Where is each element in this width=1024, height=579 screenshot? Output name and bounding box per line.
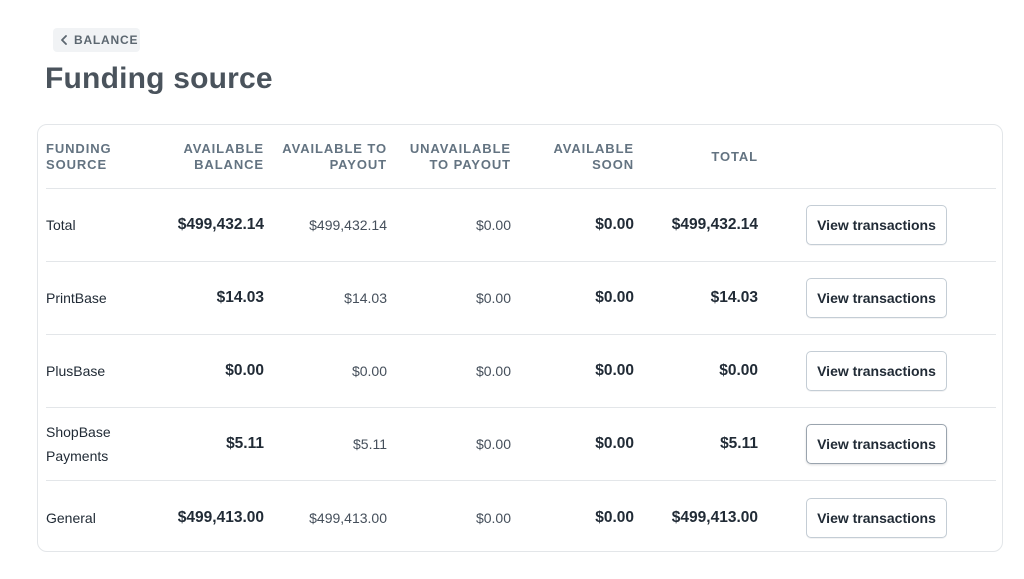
table-row: PrintBase $14.03 $14.03 $0.00 $0.00 $14.… (46, 262, 996, 335)
available-to-payout-value: $499,432.14 (309, 217, 387, 233)
total-value: $499,432.14 (671, 216, 758, 233)
row-name: ShopBase Payments (46, 424, 111, 464)
view-transactions-button[interactable]: View transactions (806, 351, 947, 391)
header-available-to-payout: AVAILABLE TO PAYOUT (282, 140, 387, 172)
total-value: $499,413.00 (671, 508, 758, 526)
table-row: Total $499,432.14 $499,432.14 $0.00 $0.0… (46, 189, 996, 262)
table-row: ShopBase Payments $5.11 $5.11 $0.00 $0.0… (46, 408, 996, 481)
available-to-payout-value: $14.03 (344, 290, 387, 306)
table-row: General $499,413.00 $499,413.00 $0.00 $0… (46, 481, 996, 554)
header-total: TOTAL (711, 148, 758, 164)
row-name: PrintBase (46, 290, 107, 306)
available-soon-value: $0.00 (595, 508, 634, 526)
total-value: $0.00 (719, 362, 758, 379)
unavailable-to-payout-value: $0.00 (475, 436, 511, 452)
view-transactions-button[interactable]: View transactions (806, 278, 947, 318)
view-transactions-button[interactable]: View transactions (806, 205, 947, 245)
table-header-row: FUNDING SOURCE AVAILABLE BALANCE AVAILAB… (46, 125, 996, 189)
unavailable-to-payout-value: $0.00 (475, 290, 511, 306)
table-row: PlusBase $0.00 $0.00 $0.00 $0.00 $0.00 V… (46, 335, 996, 408)
back-button-label: BALANCE (74, 33, 139, 47)
funding-source-table: FUNDING SOURCE AVAILABLE BALANCE AVAILAB… (37, 124, 1003, 552)
row-name: General (46, 509, 96, 526)
available-soon-value: $0.00 (595, 435, 634, 452)
unavailable-to-payout-value: $0.00 (475, 363, 511, 379)
total-value: $14.03 (710, 289, 758, 306)
back-to-balance-button[interactable]: BALANCE (53, 28, 140, 52)
unavailable-to-payout-value: $0.00 (475, 217, 511, 233)
available-to-payout-value: $499,413.00 (309, 509, 387, 526)
view-transactions-button[interactable]: View transactions (806, 424, 947, 464)
available-to-payout-value: $5.11 (353, 436, 387, 452)
row-name: Total (46, 217, 76, 233)
available-balance-value: $14.03 (216, 289, 264, 306)
available-soon-value: $0.00 (595, 362, 634, 379)
unavailable-to-payout-value: $0.00 (475, 509, 511, 526)
available-balance-value: $499,413.00 (177, 508, 264, 526)
available-to-payout-value: $0.00 (351, 363, 387, 379)
header-available-soon: AVAILABLE SOON (553, 140, 634, 172)
page-title: Funding source (45, 62, 273, 95)
header-funding-source: FUNDING SOURCE (46, 140, 112, 172)
header-unavailable-to-payout: UNAVAILABLE TO PAYOUT (409, 140, 511, 172)
available-balance-value: $0.00 (225, 362, 264, 379)
available-soon-value: $0.00 (595, 216, 634, 233)
total-value: $5.11 (720, 435, 758, 452)
header-available-balance: AVAILABLE BALANCE (183, 140, 264, 172)
available-balance-value: $499,432.14 (177, 216, 264, 233)
available-balance-value: $5.11 (226, 435, 264, 452)
view-transactions-button[interactable]: View transactions (806, 497, 947, 538)
row-name: PlusBase (46, 363, 106, 379)
chevron-left-icon (60, 34, 69, 46)
available-soon-value: $0.00 (595, 289, 634, 306)
